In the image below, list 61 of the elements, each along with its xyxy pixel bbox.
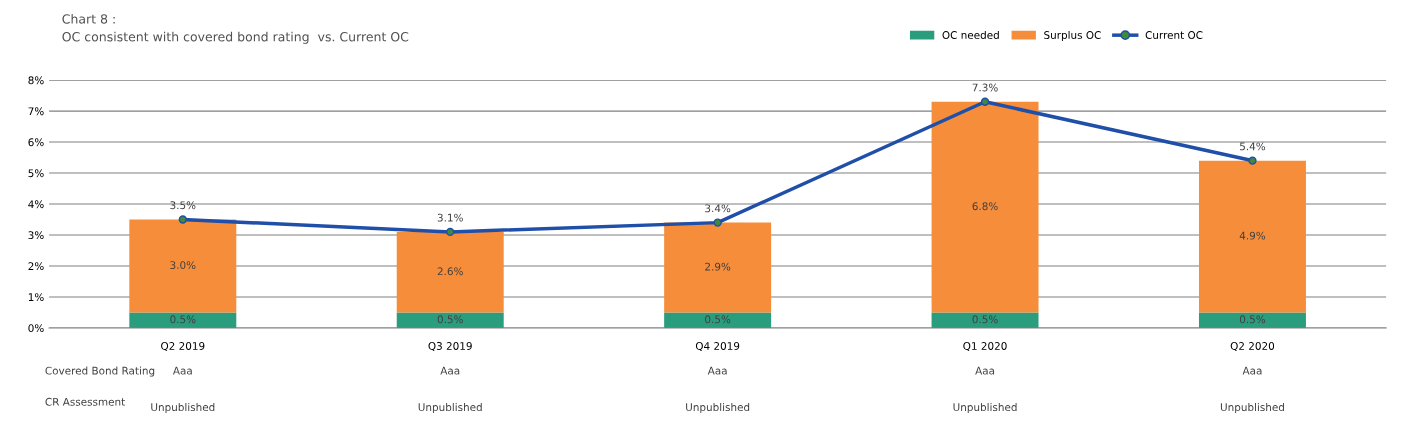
x-tick-label: Q2 2019 [161, 342, 205, 352]
data-label: 5.4% [1240, 142, 1266, 151]
x-tick-label: Q2 2020 [1230, 342, 1275, 352]
bar [396, 312, 504, 328]
y-tick-label: 8% [28, 76, 44, 85]
text: Aaa [707, 366, 727, 375]
point [178, 215, 187, 224]
data-label: 0.5% [705, 315, 731, 324]
bar [129, 219, 237, 313]
point [980, 97, 990, 106]
bar [1198, 312, 1306, 328]
bar [664, 222, 772, 313]
data-label: 7.3% [972, 83, 998, 92]
data-label: 4.9% [1239, 231, 1266, 240]
text: Covered Bond Rating [45, 366, 155, 377]
x-tick-label: Q3 2019 [428, 342, 472, 352]
y-tick-label: 3% [28, 231, 44, 240]
y-tick-label: 7% [28, 107, 44, 116]
y-tick-label: 6% [28, 138, 44, 147]
y-tick-label: 2% [28, 262, 44, 271]
point [713, 218, 722, 227]
data-label: 2.9% [705, 262, 731, 271]
legend-label: Current OC [1145, 31, 1203, 39]
text: Unpublished [686, 403, 750, 414]
y-tick-label: 5% [28, 169, 44, 178]
bar [1198, 160, 1306, 313]
data-label: 6.8% [972, 202, 998, 211]
text: Aaa [975, 366, 995, 375]
point [1248, 156, 1257, 165]
data-label: 0.5% [1239, 315, 1266, 324]
data-label: 3.1% [437, 213, 463, 222]
y-tick-label: 0% [28, 324, 44, 333]
text: CR Assessment [45, 397, 125, 406]
x-tick-label: Q1 2020 [963, 342, 1007, 352]
text: Aaa [172, 366, 192, 375]
point [446, 227, 455, 237]
text: Unpublished [953, 403, 1017, 414]
x-tick-label: Q4 2019 [695, 342, 740, 352]
text: Aaa [440, 366, 460, 375]
text: Unpublished [151, 403, 215, 414]
data-label: 3.5% [170, 201, 196, 210]
bar [664, 312, 772, 328]
data-label: 0.5% [437, 315, 463, 324]
text: Unpublished [1220, 403, 1284, 414]
legend-label: OC needed [942, 30, 999, 39]
chart-subtitle: OC consistent with covered bond rating vs. Current OC [62, 31, 409, 44]
data-label: 3.4% [705, 204, 731, 213]
data-label: 0.5% [972, 315, 998, 324]
bar [396, 231, 504, 313]
text: Aaa [1242, 366, 1262, 375]
chart-title: Chart 8 : [62, 13, 115, 24]
bar [931, 312, 1039, 328]
data-label: 0.5% [170, 315, 196, 324]
data-label: 2.6% [437, 267, 463, 276]
y-tick-label: 1% [28, 293, 44, 302]
legend-label: Surplus OC [1044, 30, 1101, 41]
bar [129, 312, 237, 328]
bar [931, 101, 1039, 313]
data-label: 3.0% [170, 261, 196, 270]
y-tick-label: 4% [28, 200, 44, 209]
text: Unpublished [418, 403, 482, 414]
